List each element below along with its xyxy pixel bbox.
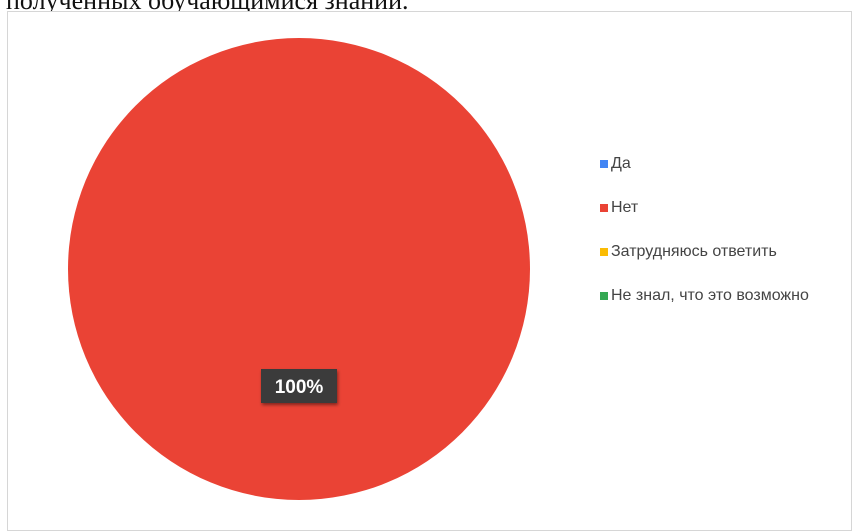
legend-item-zatrudnyayus: Затрудняюсь ответить (600, 241, 850, 263)
chart-legend: Да Нет Затрудняюсь ответить Не знал, что… (600, 153, 850, 329)
legend-label: Не знал, что это возможно (611, 287, 809, 304)
data-label: 100% (261, 369, 337, 403)
data-label-text: 100% (275, 377, 324, 398)
legend-label: Затрудняюсь ответить (611, 243, 777, 260)
pie-data-labels: 100% (261, 369, 337, 403)
legend-swatch-icon (600, 160, 608, 168)
legend-swatch-icon (600, 292, 608, 300)
data-label-box (261, 369, 337, 403)
legend-swatch-icon (600, 248, 608, 256)
legend-item-net: Нет (600, 197, 850, 219)
pie-slice-нет (68, 38, 530, 500)
legend-swatch-icon (600, 204, 608, 212)
legend-item-ne-znal: Не знал, что это возможно (600, 285, 850, 307)
legend-label: Да (611, 155, 631, 172)
pie-slices (68, 38, 530, 500)
legend-item-da: Да (600, 153, 850, 175)
pie-chart: 100% (68, 38, 530, 500)
legend-label: Нет (611, 199, 639, 216)
